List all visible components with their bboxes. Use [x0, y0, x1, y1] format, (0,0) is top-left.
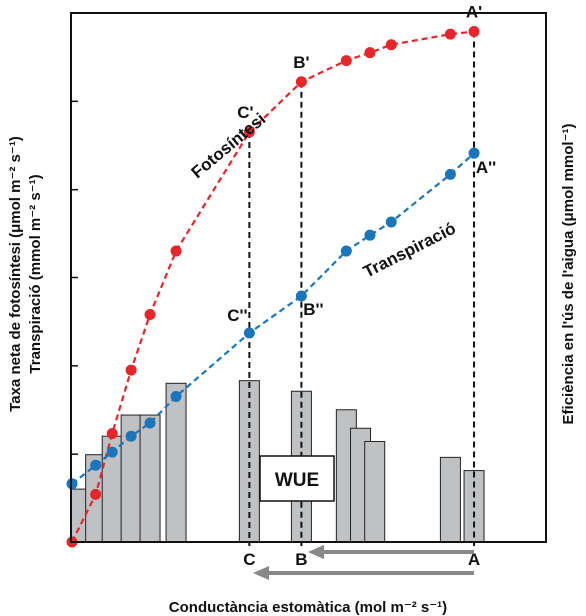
y-axis-label-wue: Eficiència en l'ús de l'aigua (μmol mmol…: [560, 124, 577, 425]
transpiration-point: [125, 430, 137, 442]
photosynthesis-point: [444, 28, 456, 40]
y-axis-label-photosynthesis: Taxa neta de fotosíntesi (μmol m⁻² s⁻¹): [7, 136, 24, 412]
point-label: A'': [476, 158, 496, 177]
axis-ticks: [71, 100, 78, 455]
transpiration-point: [468, 147, 480, 159]
transpiration-point: [243, 327, 255, 339]
point-label: B'': [303, 300, 323, 319]
photosynthesis-point: [170, 245, 182, 257]
arrow-a-to-b-head: [308, 545, 324, 559]
photosynthesis-point: [90, 488, 102, 500]
wue-bar: [139, 414, 161, 543]
transpiration-point: [364, 229, 376, 241]
photosynthesis-point: [468, 26, 480, 38]
point-label: C'': [227, 306, 247, 325]
guide-lines: [248, 31, 476, 546]
point-labels: A' B' C' A'' B'' C'' A B C: [227, 3, 496, 569]
x-axis-label: Conductància estomàtica (mol m⁻² s⁻¹): [169, 599, 447, 616]
wue-box-frame: [259, 455, 335, 502]
series-label-photosynthesis: Fotosíntesi: [188, 109, 270, 182]
transpiration-point: [106, 446, 118, 458]
photosynthesis-point: [144, 309, 156, 321]
wue-box-label: WUE: [275, 470, 319, 491]
direction-arrows: [253, 545, 474, 580]
point-label: C': [237, 103, 253, 122]
wue-box: WUE: [259, 455, 335, 502]
wue-bar: [165, 382, 187, 543]
photosynthesis-point: [340, 55, 352, 67]
x-marker-label: C: [243, 550, 255, 569]
series-label-transpiration: Transpiració: [360, 219, 459, 282]
x-marker-label: B: [295, 550, 307, 569]
photosynthesis-point: [385, 39, 397, 51]
photosynthesis-point: [106, 428, 118, 440]
wue-bar: [439, 456, 461, 543]
series-points: [66, 26, 480, 548]
transpiration-point: [385, 216, 397, 228]
transpiration-point: [295, 290, 307, 302]
y-axis-label-transpiration: Transpiració (mmol m⁻² s⁻¹): [27, 174, 44, 373]
transpiration-point: [340, 245, 352, 257]
wue-bar: [364, 440, 386, 543]
point-label: B': [293, 53, 309, 72]
x-marker-label: A: [468, 550, 480, 569]
transpiration-point: [144, 417, 156, 429]
transpiration-point: [444, 168, 456, 180]
photosynthesis-point: [364, 47, 376, 59]
point-label: A': [466, 3, 482, 22]
photosynthesis-point: [243, 126, 255, 138]
arrow-a-to-c-head: [253, 566, 269, 580]
transpiration-point: [90, 459, 102, 471]
transpiration-point: [170, 391, 182, 403]
photosynthesis-point: [125, 364, 137, 376]
photosynthesis-point: [295, 76, 307, 88]
